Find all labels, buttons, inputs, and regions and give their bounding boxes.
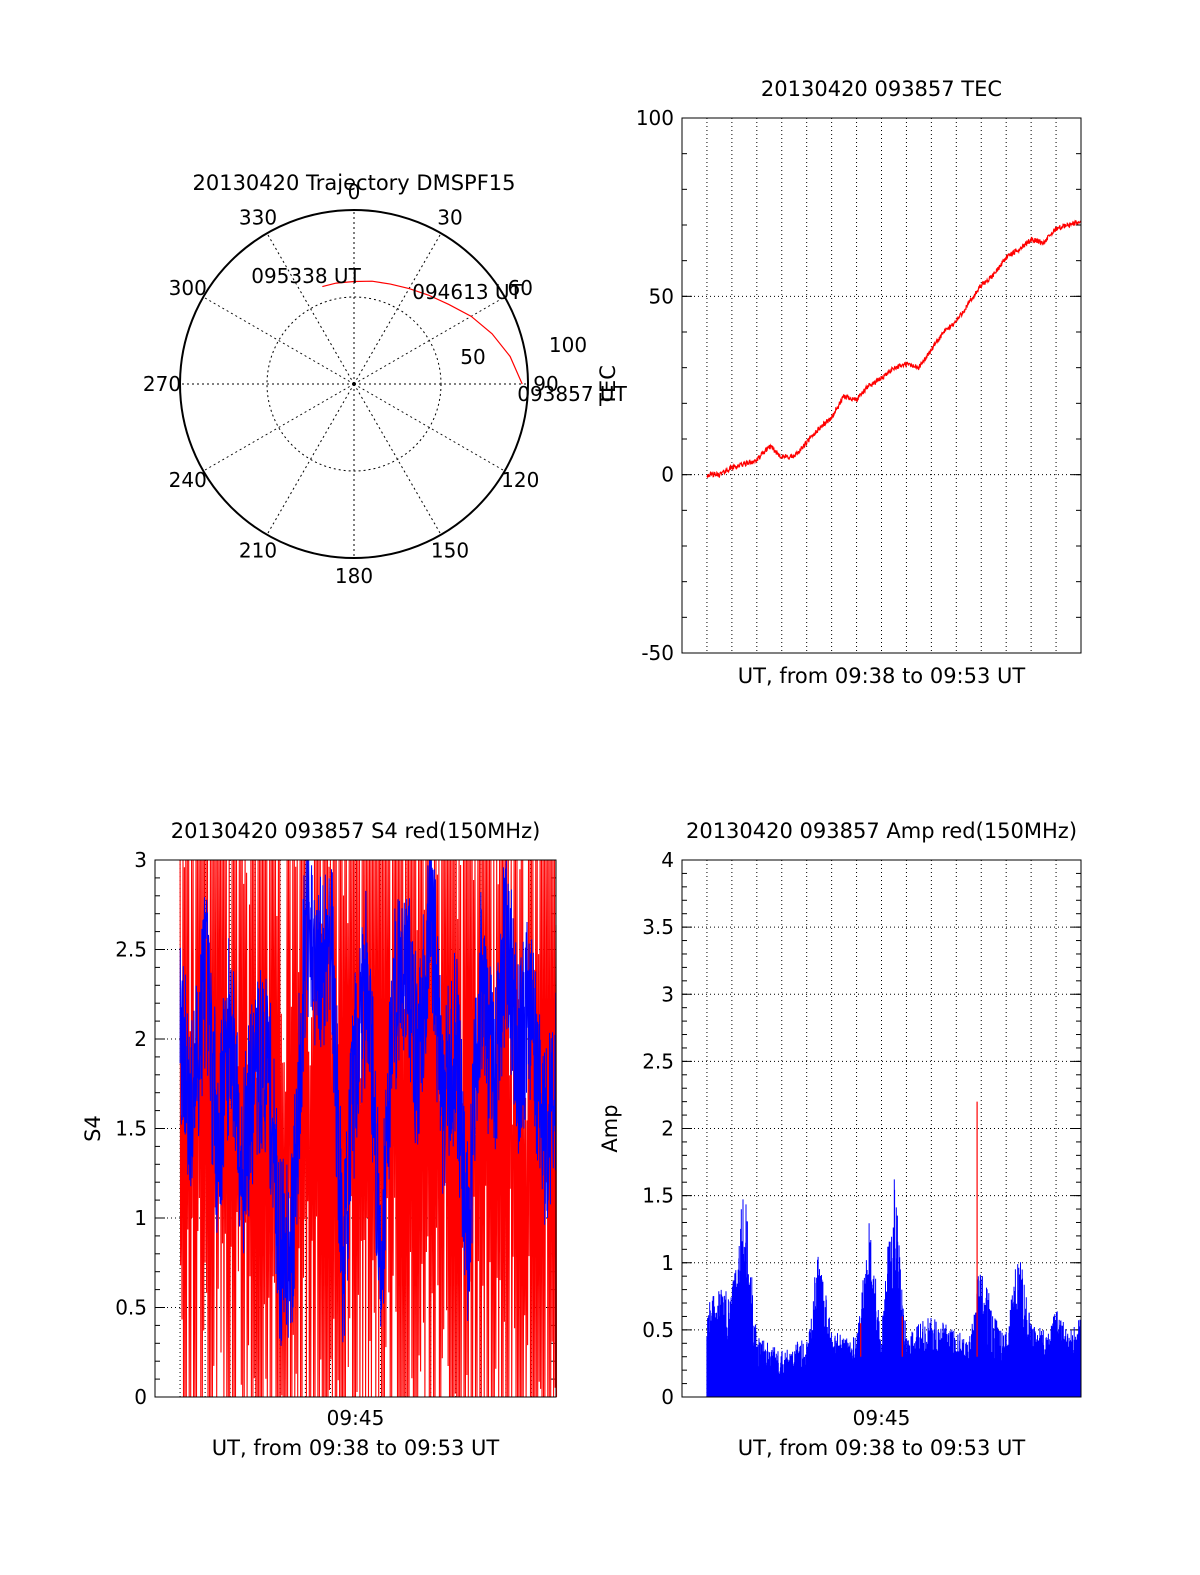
polar-spoke: [203, 296, 355, 385]
polar-radius-tick: 100: [549, 333, 587, 357]
y-tick-label: 1.5: [115, 1117, 147, 1141]
chart-title: 20130420 093857 TEC: [761, 77, 1002, 101]
polar-angle-tick: 240: [169, 468, 207, 492]
polar-angle-tick: 90: [533, 372, 558, 396]
polar-angle-tick: 30: [437, 206, 462, 230]
polar-spoke: [266, 233, 355, 385]
plot-frame: [681, 117, 1082, 654]
tec-panel: 20130420 093857 TEC -50 0 50 100 UT, from 09:…: [596, 77, 1082, 688]
y-axis-label: TEC: [596, 365, 620, 407]
y-tick-label: 3: [661, 982, 674, 1006]
y-axis-label: S4: [81, 1115, 105, 1142]
y-tick-label: 3.5: [642, 915, 674, 939]
polar-angle-tick: 0: [348, 180, 361, 204]
y-tick-label: 2: [661, 1117, 674, 1141]
x-axis-label: UT, from 09:38 to 09:53 UT: [738, 664, 1026, 688]
polar-time-annotation: 095338 UT: [251, 264, 361, 288]
polar-angle-tick: 150: [431, 538, 469, 562]
y-tick-label: 3: [134, 848, 147, 872]
chart-title: 20130420 093857 Amp red(150MHz): [686, 819, 1077, 843]
polar-spoke: [266, 383, 355, 535]
y-tick-label: 2.5: [115, 938, 147, 962]
polar-angle-tick: 210: [239, 538, 277, 562]
x-tick-label: 09:45: [327, 1406, 385, 1430]
polar-angle-tick: 330: [239, 206, 277, 230]
y-tick-label: 100: [636, 106, 674, 130]
polar-angle-tick: 270: [143, 372, 181, 396]
y-tick-label: 4: [661, 848, 674, 872]
s4-blue-series: [179, 859, 557, 1346]
y-tick-label: 2.5: [642, 1049, 674, 1073]
polar-time-annotation: 094613 UT: [412, 280, 522, 304]
y-tick-label: 1.5: [642, 1184, 674, 1208]
chart-title: 20130420 093857 S4 red(150MHz): [171, 819, 541, 843]
polar-spoke: [353, 383, 505, 472]
polar-trajectory-line: [322, 280, 523, 385]
amp-blue-series: [706, 1179, 1082, 1397]
polar-radius-tick: 50: [460, 345, 485, 369]
amp-panel: 20130420 093857 Amp red(150MHz) 0 0.5 1 1.5 2…: [598, 819, 1082, 1460]
plot-frame: [154, 859, 557, 1398]
s4-panel: 20130420 093857 S4 red(150MHz) 0 0.5 1 1.5 2 2…: [81, 819, 558, 1460]
x-axis-label: UT, from 09:38 to 09:53 UT: [212, 1436, 500, 1460]
s4-red-series: [179, 859, 558, 1398]
polar-spoke: [353, 233, 442, 385]
y-tick-label: 0.5: [115, 1296, 147, 1320]
plot-frame: [681, 859, 1082, 1398]
y-axis-label: Amp: [598, 1104, 622, 1152]
y-tick-label: 1: [661, 1251, 674, 1275]
y-tick-label: 0: [661, 463, 674, 487]
y-tick-label: 0: [134, 1385, 147, 1409]
y-tick-label: 0.5: [642, 1318, 674, 1342]
polar-outer-ring: [179, 209, 529, 559]
polar-angle-tick: 300: [169, 276, 207, 300]
polar-angle-tick: 120: [501, 468, 539, 492]
polar-time-annotation: 093857 UT: [517, 382, 627, 406]
x-axis-label: UT, from 09:38 to 09:53 UT: [738, 1436, 1026, 1460]
polar-title: 20130420 Trajectory DMSPF15: [192, 171, 515, 195]
y-tick-label: -50: [641, 641, 674, 665]
polar-spoke: [353, 296, 505, 385]
y-tick-label: 2: [134, 1027, 147, 1051]
x-tick-label: 09:45: [853, 1406, 911, 1430]
polar-angle-tick: 60: [508, 276, 533, 300]
tec-series-line: [706, 219, 1082, 479]
y-tick-label: 0: [661, 1385, 674, 1409]
y-tick-label: 50: [649, 284, 674, 308]
polar-angle-tick: 180: [335, 564, 373, 588]
polar-spoke: [353, 383, 442, 535]
y-tick-label: 1: [134, 1206, 147, 1230]
polar-spoke: [203, 383, 355, 472]
